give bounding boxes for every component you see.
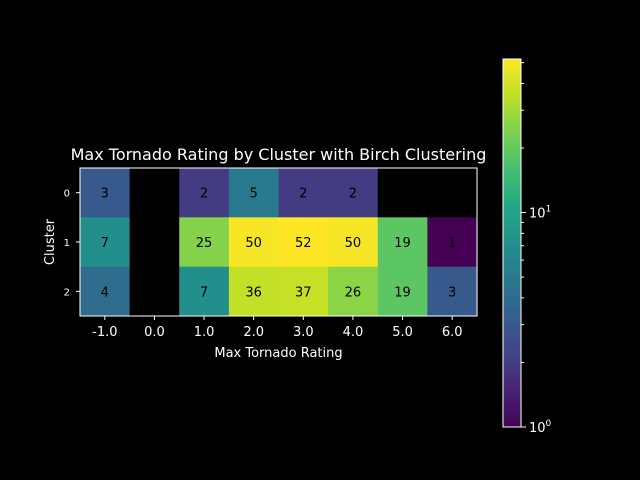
cell-value-label: 19: [394, 236, 411, 251]
heatmap-cell: [377, 217, 428, 268]
heatmap-cell: [278, 266, 329, 317]
heatmap-cell: [328, 217, 379, 268]
heatmap-cell: [278, 217, 329, 268]
heatmap-cell: [377, 266, 428, 317]
heatmap-cell: [80, 266, 131, 317]
heatmap-cell: [129, 217, 180, 268]
heatmap-cell: [427, 266, 478, 317]
cell-value-label: 7: [101, 236, 109, 251]
colorbar: [503, 59, 521, 427]
y-tick-label: 1: [64, 238, 70, 249]
heatmap-cell: [228, 217, 279, 268]
cell-value-label: 2: [299, 187, 307, 202]
colorbar-frame: [502, 58, 522, 428]
heatmap-cell: [80, 217, 131, 268]
cell-value-label: 7: [200, 285, 208, 300]
x-axis-label: Max Tornado Rating: [214, 346, 342, 361]
heatmap-cell: [129, 168, 180, 218]
cell-value-label: 3: [101, 187, 109, 202]
cell-value-label: 50: [345, 236, 362, 251]
cell-value-label: 52: [295, 236, 312, 251]
x-tick-label: -1.0: [92, 325, 117, 340]
cell-value-label: 50: [245, 236, 262, 251]
cell-value-label: 26: [345, 285, 362, 300]
heatmap-cell: [427, 168, 478, 218]
heatmap-cell: [328, 266, 379, 317]
x-tick-label: 3.0: [293, 325, 314, 340]
x-axis-ticks: -1.0 0.0 1.0 2.0 3.0 4.0 5.0 6.0: [92, 316, 463, 340]
x-tick-label: 5.0: [392, 325, 413, 340]
heatmap-cell: [377, 168, 428, 218]
heatmap-cell: [179, 217, 230, 268]
x-tick-label: 1.0: [194, 325, 215, 340]
cell-value-label: 25: [196, 236, 213, 251]
cell-value-label: 2: [349, 187, 357, 202]
cell-value-label: 37: [295, 285, 312, 300]
y-tick-label: 2: [64, 287, 70, 298]
heatmap-cell: [278, 168, 329, 218]
cell-value-label: 4: [101, 285, 109, 300]
cell-labels: 3 2 5 2 27 25 50 52 50 19 14 7 36 37 26 19 3: [101, 187, 457, 301]
heatmap-cell: [328, 168, 379, 218]
heatmap-cell: [179, 168, 230, 218]
chart-title: Max Tornado Rating by Cluster with Birch…: [71, 145, 487, 164]
cell-value-label: 1: [448, 236, 456, 251]
cell-value-label: 2: [200, 187, 208, 202]
heatmap-cell: [129, 266, 180, 317]
heatmap-cells: [80, 168, 478, 317]
heatmap-cell: [228, 168, 279, 218]
x-tick-label: 0.0: [144, 325, 165, 340]
y-axis-ticks: 0 1 2: [64, 189, 80, 298]
heatmap-cell: [228, 266, 279, 317]
cell-value-label: 36: [245, 285, 262, 300]
cell-value-label: 3: [448, 285, 456, 300]
cell-value-label: 5: [250, 187, 258, 202]
heatmap-cell: [179, 266, 230, 317]
cell-value-label: 19: [394, 285, 411, 300]
y-tick-label: 0: [64, 189, 70, 200]
x-tick-label: 2.0: [243, 325, 264, 340]
heatmap-cell: [427, 217, 478, 268]
y-axis-label: Cluster: [43, 218, 58, 265]
x-tick-label: 4.0: [343, 325, 364, 340]
heatmap-cell: [80, 168, 131, 218]
x-tick-label: 6.0: [442, 325, 463, 340]
